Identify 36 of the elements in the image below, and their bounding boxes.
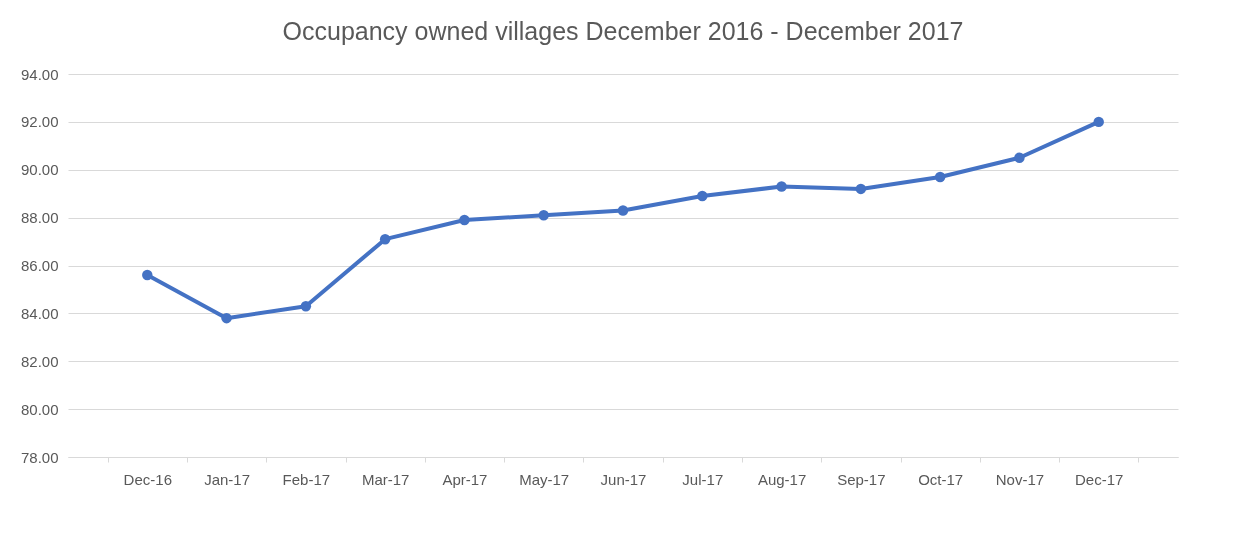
point — [221, 312, 232, 324]
x-tick-label: Oct-17 — [918, 470, 964, 488]
x-tick-label: Feb-17 — [282, 470, 331, 488]
point — [142, 269, 153, 281]
point — [538, 210, 549, 221]
point — [934, 171, 946, 183]
y-tick-label: 86.00 — [20, 257, 59, 274]
y-tick-label: 84.00 — [20, 304, 59, 322]
x-tick-label: Nov-17 — [995, 470, 1045, 488]
point — [776, 181, 787, 192]
y-tick-label: 90.00 — [20, 161, 59, 179]
point — [617, 205, 629, 216]
x-tick-label: Jun-17 — [600, 470, 647, 488]
point — [459, 214, 470, 226]
point — [300, 300, 312, 312]
point — [1014, 152, 1025, 164]
point — [379, 233, 391, 245]
y-tick-label: 78.00 — [20, 448, 59, 466]
y-tick-label: 80.00 — [20, 400, 59, 418]
point — [1093, 116, 1104, 128]
x-tick-label: Mar-17 — [361, 470, 410, 488]
point — [697, 190, 708, 202]
y-tick-label: 88.00 — [20, 209, 59, 227]
chart-title: Occupancy owned villages December 2016 - December 2017 — [282, 17, 964, 45]
y-tick-label: 92.00 — [20, 113, 59, 131]
x-tick-label: May-17 — [519, 470, 570, 488]
y-tick-label: 94.00 — [20, 65, 59, 83]
x-tick-label: Apr-17 — [442, 470, 488, 488]
x-tick-label: Dec-16 — [123, 470, 172, 488]
x-tick-label: Jul-17 — [682, 470, 724, 488]
x-tick-label: Jan-17 — [204, 470, 251, 488]
x-tick-label: Aug-17 — [757, 470, 807, 488]
x-tick-label: Sep-17 — [837, 470, 886, 488]
point — [855, 183, 867, 195]
y-tick-label: 82.00 — [20, 352, 59, 370]
x-tick-label: Dec-17 — [1075, 470, 1124, 488]
